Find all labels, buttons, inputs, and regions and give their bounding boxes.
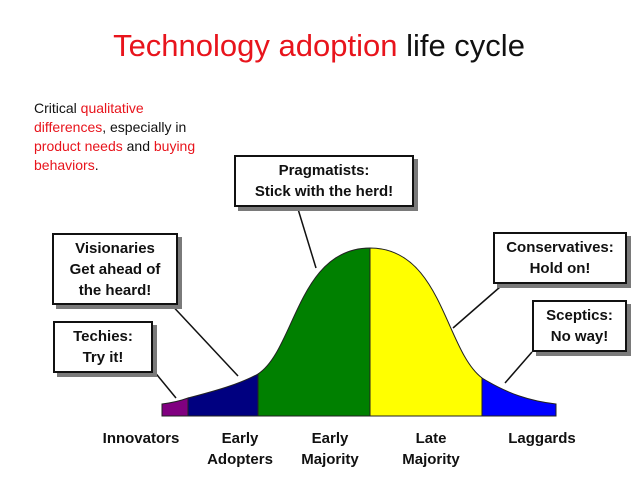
- label-early-majority: Early Majority: [280, 428, 380, 470]
- pointer-visionaries: [166, 299, 239, 377]
- label-innovators: Innovators: [86, 428, 196, 449]
- pointer-conservatives: [452, 286, 501, 329]
- pointer-sceptics: [504, 351, 533, 384]
- callout-line: Visionaries: [75, 239, 155, 257]
- callout-line: Get ahead of: [69, 260, 161, 278]
- note-highlight: product needs: [34, 138, 123, 154]
- note-part: .: [94, 157, 99, 173]
- note-part: and: [122, 138, 154, 154]
- title-rest: life cycle: [397, 28, 525, 63]
- note-highlight: qualitative differences: [34, 100, 144, 135]
- label-line: Early: [221, 430, 259, 447]
- callout-sceptics: Sceptics: No way!: [532, 300, 627, 352]
- label-line: Adopters: [207, 451, 273, 468]
- callout-line: Hold on!: [529, 260, 591, 277]
- label-text: Innovators: [102, 430, 180, 447]
- callout-conservatives: Conservatives: Hold on!: [493, 232, 627, 284]
- callout-line: Try it!: [82, 349, 124, 366]
- label-late-majority: Late Majority: [381, 428, 481, 470]
- pointer-pragmatists: [297, 208, 317, 269]
- segment-laggards: [481, 377, 557, 417]
- segment-innovators: [161, 397, 189, 417]
- callout-line: Sceptics:: [546, 307, 613, 324]
- label-line: Late: [415, 430, 447, 447]
- label-line: Majority: [301, 451, 359, 468]
- segment-late-majority: [369, 247, 483, 417]
- pointer-techies: [152, 369, 177, 399]
- label-line: Majority: [402, 451, 460, 468]
- callout-line: the heard!: [78, 281, 152, 299]
- note-part: , especially in: [102, 119, 187, 135]
- callout-visionaries: Visionaries Get ahead of the heard!: [52, 233, 178, 305]
- label-laggards: Laggards: [492, 428, 592, 449]
- callout-line: No way!: [550, 328, 609, 345]
- segment-early-majority: [257, 247, 371, 417]
- title-highlight: Technology adoption: [113, 28, 398, 63]
- callout-techies: Techies: Try it!: [53, 321, 153, 373]
- callout-pragmatists: Pragmatists: Stick with the herd!: [234, 155, 414, 207]
- note-part: Critical: [34, 100, 81, 116]
- callout-line: Pragmatists:: [278, 162, 370, 179]
- label-line: Early: [311, 430, 349, 447]
- callout-line: Stick with the herd!: [254, 183, 394, 200]
- qualitative-note: Critical qualitative differences, especi…: [34, 99, 209, 175]
- callout-line: Conservatives:: [506, 239, 614, 256]
- callout-line: Techies:: [73, 328, 133, 345]
- segment-early-adopters: [187, 373, 259, 417]
- label-early-adopters: Early Adopters: [190, 428, 290, 470]
- label-text: Laggards: [508, 430, 576, 447]
- page-title: Technology adoption life cycle: [0, 28, 638, 64]
- note-highlight: buying behaviors: [34, 138, 196, 173]
